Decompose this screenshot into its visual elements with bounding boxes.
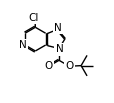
Text: O: O (44, 61, 52, 71)
Text: O: O (65, 61, 73, 71)
Text: N: N (54, 23, 61, 33)
Text: N: N (19, 40, 26, 50)
Text: N: N (55, 44, 63, 54)
Text: Cl: Cl (28, 13, 39, 23)
